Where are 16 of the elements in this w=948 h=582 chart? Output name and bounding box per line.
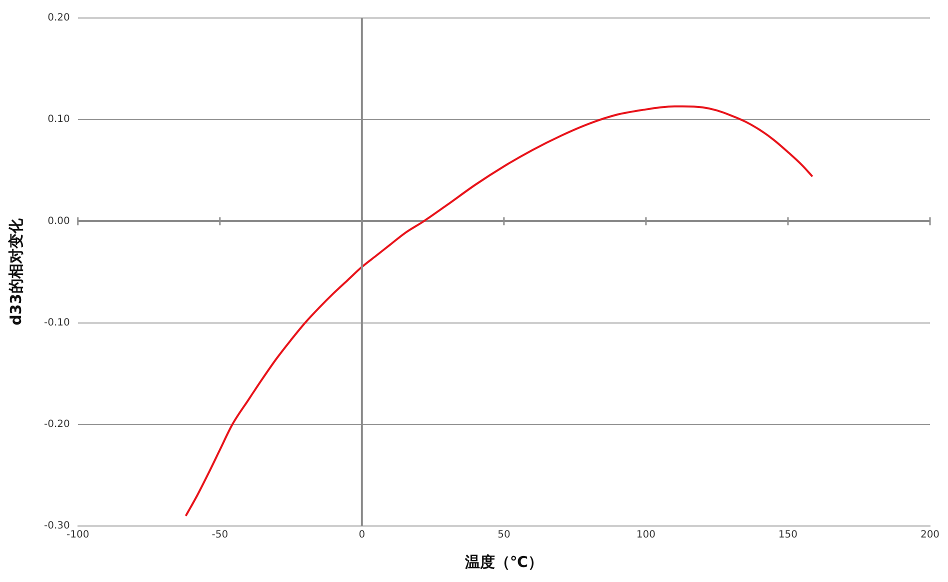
x-tick-label: 100 bbox=[636, 530, 656, 541]
line-series bbox=[184, 105, 814, 517]
y-tick-label: -0.20 bbox=[44, 418, 70, 430]
x-tick-label: 200 bbox=[920, 530, 940, 541]
x-axis-title: 温度（℃） bbox=[464, 552, 544, 571]
y-tick-label: 0.20 bbox=[48, 12, 70, 24]
y-tick-label: -0.10 bbox=[44, 317, 70, 328]
x-tick-label: 50 bbox=[498, 530, 510, 541]
y-axis-title: d33的相对变化 bbox=[6, 218, 25, 326]
y-tick-label: 0.10 bbox=[48, 114, 70, 126]
x-tick-label: -50 bbox=[212, 530, 228, 541]
x-tick-label: -100 bbox=[66, 530, 90, 541]
x-tick-label: 0 bbox=[358, 530, 366, 541]
y-tick-label: 0.00 bbox=[48, 216, 70, 227]
x-tick-label: 150 bbox=[778, 530, 798, 541]
y-tick-label: -0.30 bbox=[44, 520, 70, 532]
